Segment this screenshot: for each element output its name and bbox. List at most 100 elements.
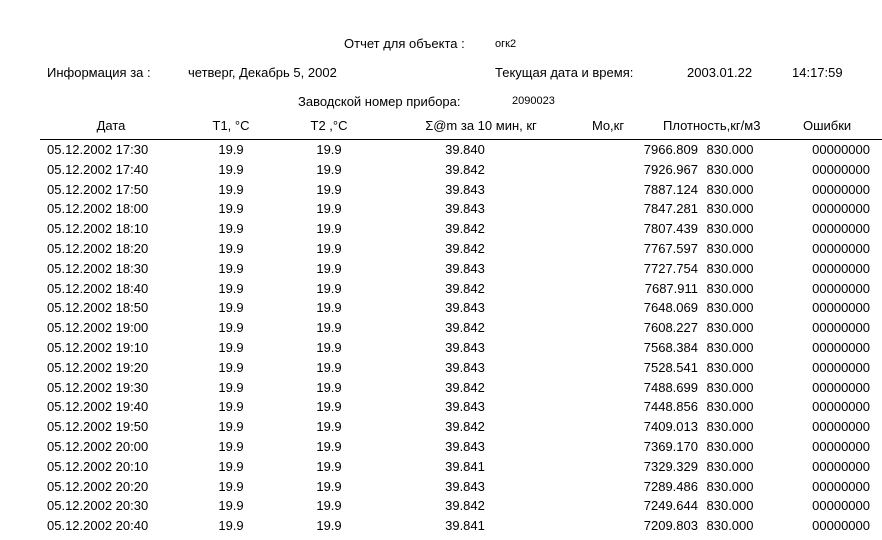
cell-errors: 00000000	[812, 260, 870, 276]
cell-density: 830.000	[706, 161, 754, 177]
cell-mass-total: 7209.803	[643, 518, 698, 534]
cell-mass-total: 7847.281	[643, 201, 698, 217]
table-row: 05.12.2002 17:50 19.9 19.9 39.843 7887.124 83…	[0, 182, 882, 202]
cell-t2: 19.9	[316, 221, 342, 237]
cell-density: 830.000	[706, 260, 754, 276]
cell-t1: 19.9	[218, 419, 244, 435]
cell-t1: 19.9	[218, 439, 244, 454]
cell-mass-total: 7568.384	[643, 340, 698, 355]
cell-density: 830.000	[706, 221, 754, 237]
cell-mass-total: 7926.967	[643, 161, 698, 177]
cell-date: 05.12.2002 19:00	[47, 320, 149, 336]
cell-density: 830.000	[706, 419, 754, 435]
cell-mass-sum: 39.842	[445, 161, 485, 177]
table-row: 05.12.2002 19:30 19.9 19.9 39.842 7488.699 83…	[0, 380, 882, 400]
cell-t2: 19.9	[316, 300, 342, 316]
header-divider	[40, 139, 882, 140]
cell-mass-total: 7528.541	[643, 359, 698, 375]
cell-date: 05.12.2002 20:00	[47, 439, 149, 454]
cell-t2: 19.9	[316, 181, 342, 197]
report-title-label: Отчет для объекта :	[344, 36, 465, 51]
cell-t1: 19.9	[218, 359, 244, 375]
cell-mass-sum: 39.840	[445, 142, 485, 157]
cell-density: 830.000	[706, 280, 754, 296]
cell-t2: 19.9	[316, 478, 342, 494]
cell-mass-total: 7369.170	[643, 439, 698, 454]
cell-mass-total: 7807.439	[643, 221, 698, 237]
table-row: 05.12.2002 20:30 19.9 19.9 39.842 7249.644 83…	[0, 498, 882, 518]
cell-t1: 19.9	[218, 201, 244, 217]
cell-t2: 19.9	[316, 241, 342, 256]
cell-date: 05.12.2002 17:40	[47, 161, 149, 177]
cell-mass-sum: 39.842	[445, 379, 485, 395]
table-row: 05.12.2002 18:40 19.9 19.9 39.842 7687.911 83…	[0, 281, 882, 301]
cell-errors: 00000000	[812, 439, 870, 454]
cell-density: 830.000	[706, 201, 754, 217]
cell-date: 05.12.2002 17:30	[47, 142, 149, 157]
current-time: 14:17:59	[792, 65, 843, 80]
cell-mass-sum: 39.841	[445, 458, 485, 474]
cell-mass-sum: 39.842	[445, 320, 485, 336]
cell-density: 830.000	[706, 241, 754, 256]
cell-mass-total: 7329.329	[643, 458, 698, 474]
cell-mass-total: 7249.644	[643, 498, 698, 514]
cell-date: 05.12.2002 18:00	[47, 201, 149, 217]
cell-mass-sum: 39.843	[445, 181, 485, 197]
cell-mass-total: 7767.597	[643, 241, 698, 256]
cell-mass-sum: 39.843	[445, 340, 485, 355]
cell-errors: 00000000	[812, 379, 870, 395]
cell-mass-sum: 39.842	[445, 241, 485, 256]
cell-t1: 19.9	[218, 478, 244, 494]
cell-errors: 00000000	[812, 320, 870, 336]
cell-date: 05.12.2002 19:50	[47, 419, 149, 435]
cell-date: 05.12.2002 18:30	[47, 260, 149, 276]
cell-mass-sum: 39.842	[445, 498, 485, 514]
serial-number-label: Заводской номер прибора:	[298, 94, 461, 109]
cell-date: 05.12.2002 19:10	[47, 340, 149, 355]
cell-t1: 19.9	[218, 399, 244, 415]
cell-density: 830.000	[706, 142, 754, 157]
cell-date: 05.12.2002 18:20	[47, 241, 149, 256]
cell-mass-sum: 39.843	[445, 359, 485, 375]
table-row: 05.12.2002 20:00 19.9 19.9 39.843 7369.170 83…	[0, 439, 882, 459]
cell-date: 05.12.2002 18:40	[47, 280, 149, 296]
cell-density: 830.000	[706, 399, 754, 415]
cell-mass-sum: 39.843	[445, 201, 485, 217]
cell-t1: 19.9	[218, 320, 244, 336]
cell-density: 830.000	[706, 439, 754, 454]
cell-errors: 00000000	[812, 399, 870, 415]
cell-errors: 00000000	[812, 498, 870, 514]
cell-density: 830.000	[706, 340, 754, 355]
cell-density: 830.000	[706, 320, 754, 336]
cell-errors: 00000000	[812, 280, 870, 296]
cell-errors: 00000000	[812, 458, 870, 474]
info-date: четверг, Декабрь 5, 2002	[188, 65, 337, 80]
table-row: 05.12.2002 20:40 19.9 19.9 39.841 7209.803 83…	[0, 518, 882, 538]
column-header-date: Дата	[96, 118, 126, 133]
cell-errors: 00000000	[812, 518, 870, 534]
cell-date: 05.12.2002 20:10	[47, 458, 149, 474]
serial-number-value: 2090023	[512, 95, 555, 107]
table-row: 05.12.2002 19:00 19.9 19.9 39.842 7608.227 83…	[0, 320, 882, 340]
cell-errors: 00000000	[812, 221, 870, 237]
cell-mass-total: 7887.124	[643, 181, 698, 197]
current-date: 2003.01.22	[687, 65, 753, 80]
cell-errors: 00000000	[812, 359, 870, 375]
cell-mass-total: 7727.754	[643, 260, 698, 276]
cell-mass-sum: 39.843	[445, 300, 485, 316]
cell-t1: 19.9	[218, 221, 244, 237]
cell-mass-total: 7648.069	[643, 300, 698, 316]
cell-t2: 19.9	[316, 419, 342, 435]
cell-mass-sum: 39.843	[445, 260, 485, 276]
table-row: 05.12.2002 18:00 19.9 19.9 39.843 7847.281 83…	[0, 201, 882, 221]
object-name: огк2	[495, 38, 517, 50]
cell-t1: 19.9	[218, 498, 244, 514]
cell-mass-total: 7687.911	[644, 280, 698, 296]
cell-mass-sum: 39.842	[445, 280, 485, 296]
table-row: 05.12.2002 18:50 19.9 19.9 39.843 7648.069 83…	[0, 300, 882, 320]
cell-density: 830.000	[706, 300, 754, 316]
cell-errors: 00000000	[812, 161, 870, 177]
cell-mass-total: 7409.013	[643, 419, 698, 435]
cell-date: 05.12.2002 20:20	[47, 478, 149, 494]
cell-t2: 19.9	[316, 439, 342, 454]
